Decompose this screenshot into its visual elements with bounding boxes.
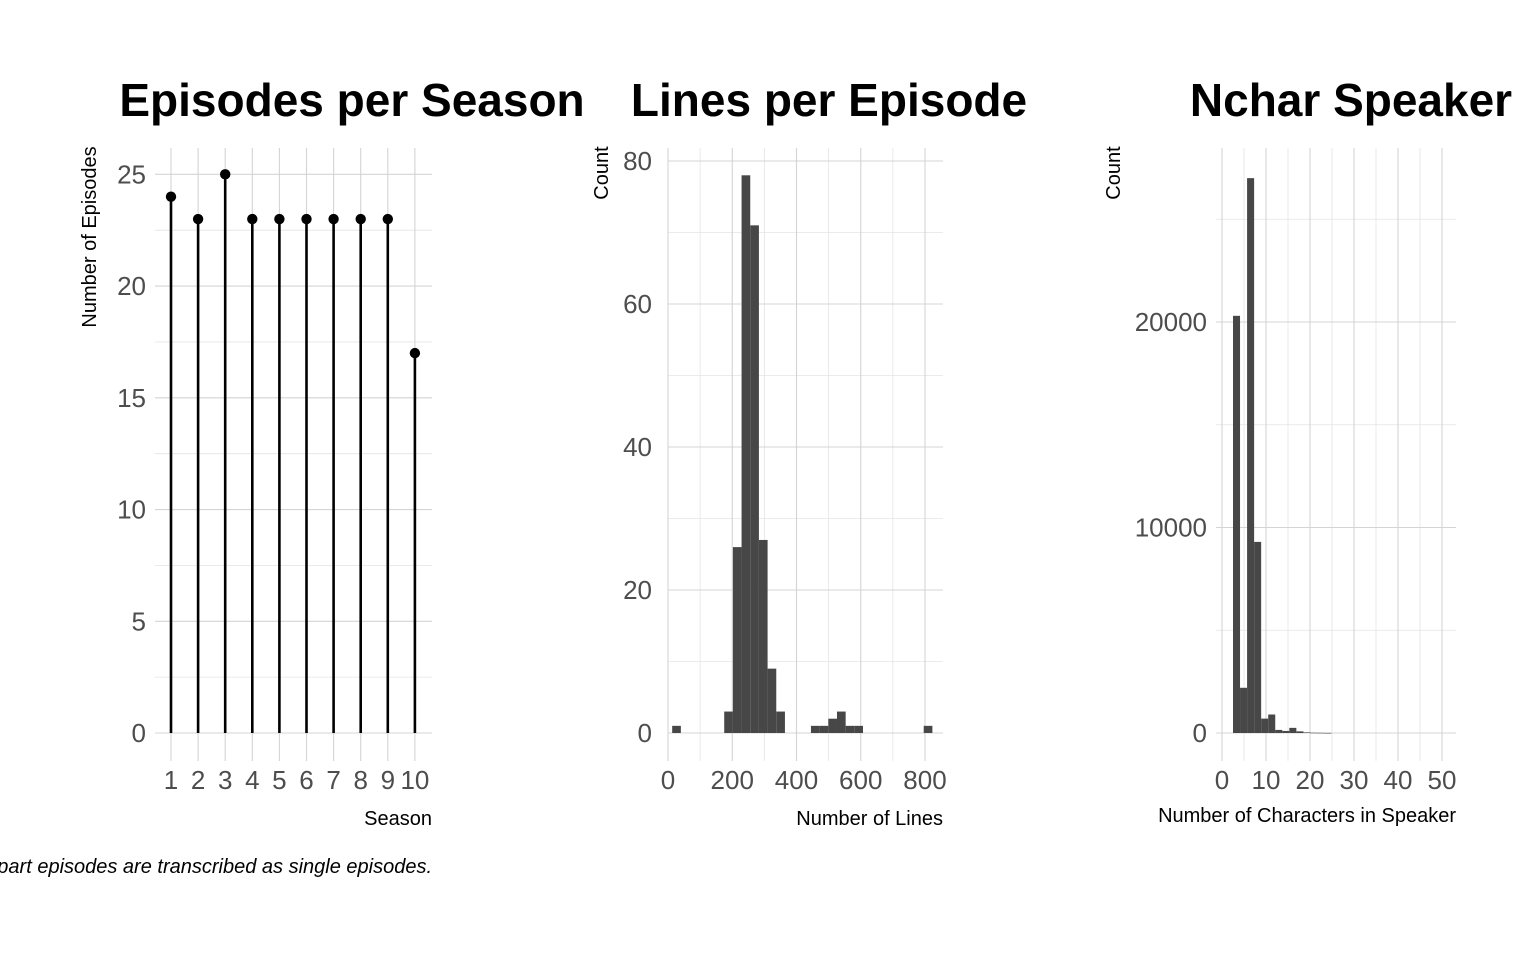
panel3-histogram-bar <box>1240 687 1248 733</box>
panel1-lollipop-point <box>192 213 204 225</box>
panel2-x-tick-label: 600 <box>839 765 882 795</box>
panel3-histogram-bar <box>1275 729 1283 733</box>
panel1-x-tick-label: 3 <box>218 765 232 795</box>
panel2-histogram-bar <box>750 225 759 733</box>
panel2-histogram-bar <box>776 711 785 733</box>
panel1-lollipop-point <box>328 213 339 225</box>
panel3-x-tick-label: 10 <box>1252 765 1281 795</box>
panel2-x-tick-label: 400 <box>775 765 818 795</box>
panel1-y-tick-label: 15 <box>117 383 146 413</box>
panel3-y-tick-label: 20000 <box>1135 307 1207 337</box>
panel1-y-tick-label: 20 <box>117 271 146 301</box>
panel2-x-tick-label: 800 <box>903 765 946 795</box>
panel1-lollipop-point <box>247 213 258 225</box>
panel2-y-tick-label: 80 <box>623 146 652 176</box>
panel1-x-tick-label: 2 <box>191 765 205 795</box>
panel3-gridlines <box>1216 148 1456 761</box>
panel3-x-tick-label: 40 <box>1384 765 1413 795</box>
panel3-x-tick-label: 50 <box>1428 765 1457 795</box>
panel1-lollipop-point <box>409 347 421 359</box>
panel3-x-tick-label: 30 <box>1340 765 1369 795</box>
panel3-y-tick-label: 0 <box>1193 718 1207 748</box>
panel1-y-axis-label: Number of Episodes <box>79 146 101 327</box>
panel2-y-tick-label: 20 <box>623 575 652 605</box>
panel3-histogram-bar <box>1247 178 1255 733</box>
panel2-y-tick-label: 60 <box>623 289 652 319</box>
panel2-histogram-bar <box>845 725 855 733</box>
panel2-y-tick-label: 0 <box>638 718 652 748</box>
panel1-gridlines <box>155 148 432 761</box>
panel3-histogram-bars <box>1233 178 1332 734</box>
panel1-lollipop-point <box>165 191 177 202</box>
panel1-lollipop-point <box>382 213 393 225</box>
panel2-histogram-bar <box>836 711 846 733</box>
panel2-histogram-bar <box>767 668 777 733</box>
panel3-x-tick-label: 20 <box>1296 765 1325 795</box>
panel3-histogram-bar <box>1317 732 1325 734</box>
panel2-y-axis-label: Count <box>591 146 613 200</box>
panel1-lollipops <box>165 169 421 733</box>
panel2-x-tick-label: 200 <box>711 765 754 795</box>
panel1-y-tick-label: 0 <box>132 718 146 748</box>
panel3-y-axis-label: Count <box>1103 146 1125 200</box>
figure-caption: -part episodes are transcribed as single… <box>0 856 432 878</box>
panel2-x-tick-label: 0 <box>661 765 675 795</box>
panel1-x-tick-label: 7 <box>326 765 340 795</box>
panel1-y-tick-label: 10 <box>117 495 146 525</box>
panel3-histogram-bar <box>1254 541 1262 733</box>
panel3-histogram-bar <box>1324 732 1332 734</box>
panel2-histogram-bar <box>810 725 820 733</box>
panel2-histogram-bars <box>672 175 933 734</box>
panel2-histogram-bar <box>741 175 751 734</box>
panel1-y-tick-label: 5 <box>132 606 146 636</box>
panel3-tick-labels: 0 10000 20000 0 10 20 30 40 50 <box>1135 307 1457 795</box>
panel2-histogram-bar <box>854 725 863 733</box>
panel2-title: Lines per Episode <box>631 74 1027 126</box>
panel2-histogram-bar <box>819 725 829 733</box>
panel1-lollipop-point <box>355 213 366 225</box>
panel2-histogram-bar <box>724 711 733 733</box>
panel3-histogram-bar <box>1233 315 1241 733</box>
panel1-x-tick-label: 4 <box>245 765 259 795</box>
panel3-histogram-bar <box>1268 714 1276 733</box>
panel3-histogram-bar <box>1296 731 1304 733</box>
panel2-histogram-bar <box>672 725 681 733</box>
panel3-x-axis-label: Number of Characters in Speaker <box>1158 805 1456 827</box>
panel1-x-tick-label: 10 <box>400 765 429 795</box>
panel2-gridlines <box>667 148 943 761</box>
panel1-x-tick-label: 9 <box>381 765 395 795</box>
panel3-y-tick-label: 10000 <box>1135 513 1207 543</box>
panel2-x-axis-label: Number of Lines <box>796 808 943 830</box>
panel-nchar-speaker: 0 10000 20000 0 10 20 30 40 50 Nchar Speaker Cou… <box>1103 74 1512 827</box>
panel3-title: Nchar Speaker <box>1190 74 1512 126</box>
panel1-x-tick-label: 1 <box>164 765 178 795</box>
panel1-title: Episodes per Season <box>119 74 584 126</box>
panel1-lollipop-point <box>220 169 231 180</box>
panel1-x-tick-label: 6 <box>299 765 313 795</box>
panel3-histogram-bar <box>1282 730 1290 733</box>
panel3-histogram-bar <box>1289 727 1297 733</box>
panel2-histogram-bar <box>758 539 768 733</box>
panel3-x-tick-label: 0 <box>1215 765 1229 795</box>
panel1-x-tick-label: 5 <box>272 765 286 795</box>
panel2-histogram-bar <box>828 718 837 733</box>
panel1-x-axis-label: Season <box>364 808 432 830</box>
panel1-y-tick-label: 25 <box>117 159 146 189</box>
panel1-x-tick-label: 8 <box>353 765 367 795</box>
panel1-lollipop-point <box>301 213 312 225</box>
panel2-histogram-bar <box>923 725 933 733</box>
panel2-histogram-bar <box>732 547 742 733</box>
panel3-histogram-bar <box>1261 718 1269 733</box>
panel3-histogram-bar <box>1310 732 1318 734</box>
panel1-lollipop-point <box>274 213 285 225</box>
panel2-y-tick-label: 40 <box>623 432 652 462</box>
panel3-histogram-bar <box>1303 732 1311 733</box>
